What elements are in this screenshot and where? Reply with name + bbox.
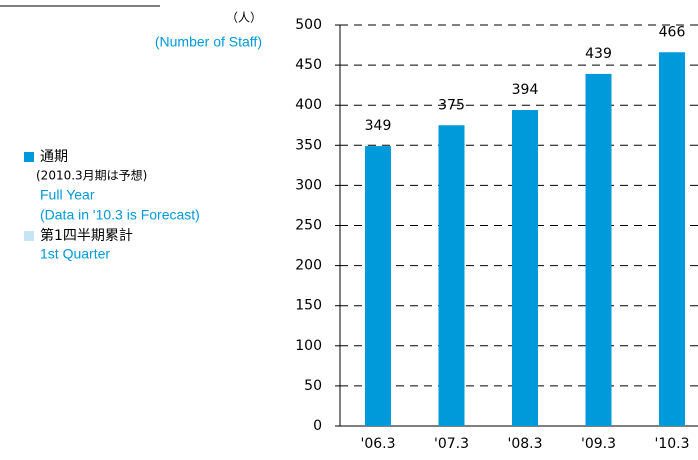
value-label: 439 [585, 46, 612, 62]
y-tick-label: 200 [295, 258, 322, 274]
unit-en: (Number of Staff) [155, 34, 262, 50]
y-tick-label: 300 [295, 177, 322, 193]
legend-note-en: (Data in '10.3 is Forecast) [40, 207, 200, 223]
y-tick-label: 400 [295, 97, 322, 113]
legend-name-en: Full Year [40, 187, 95, 203]
bar [365, 146, 391, 427]
x-tick-label: '10.3 [654, 436, 689, 452]
value-label: 394 [512, 82, 539, 98]
unit: （人） [226, 11, 262, 25]
legend-swatch [24, 231, 34, 241]
bar [438, 125, 465, 426]
legend-note: (2010.3月期は予想) [36, 168, 147, 183]
bar [585, 73, 612, 426]
value-label: 375 [438, 97, 465, 113]
y-tick-label: 500 [295, 17, 322, 33]
y-tick-label: 450 [295, 57, 322, 73]
legend-name-en: 1st Quarter [40, 246, 110, 262]
value-label: 349 [365, 118, 392, 134]
bar [512, 110, 538, 427]
bar [659, 52, 685, 426]
value-label: 466 [659, 24, 686, 40]
x-tick-label: '08.3 [507, 436, 542, 452]
y-tick-label: 150 [295, 298, 322, 314]
y-tick-label: 0 [313, 418, 322, 434]
y-tick-label: 100 [295, 338, 322, 354]
y-tick-label: 250 [295, 218, 322, 234]
y-tick-label: 50 [304, 378, 322, 394]
x-tick-label: '09.3 [581, 436, 616, 452]
y-tick-label: 350 [295, 137, 322, 153]
legend-swatch [24, 152, 34, 162]
legend-name: 第1四半期累計 [40, 227, 133, 244]
x-tick-label: '06.3 [360, 436, 395, 452]
x-tick-label: '07.3 [434, 436, 469, 452]
legend-name: 通期 [40, 149, 68, 165]
